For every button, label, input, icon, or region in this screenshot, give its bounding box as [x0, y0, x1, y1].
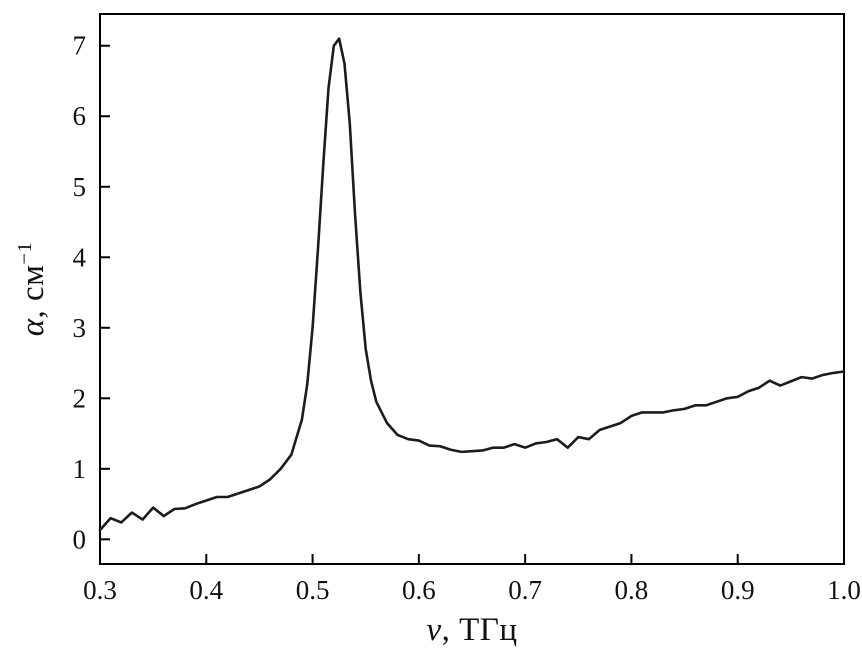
y-tick-label: 7 — [73, 31, 87, 61]
x-tick-label: 0.3 — [83, 575, 117, 605]
y-axis-exponent: −1 — [14, 241, 36, 265]
x-axis-label: ν, ТГц — [426, 612, 517, 649]
x-tick-label: 0.4 — [189, 575, 223, 605]
y-axis-variable: α — [15, 318, 51, 337]
x-tick-label: 0.5 — [296, 575, 330, 605]
y-tick-label: 0 — [73, 524, 87, 554]
x-tick-label: 0.9 — [721, 575, 755, 605]
x-tick-label: 0.8 — [615, 575, 649, 605]
x-tick-label: 0.6 — [402, 575, 436, 605]
x-axis-unit: , ТГц — [441, 612, 518, 648]
y-tick-label: 1 — [73, 454, 87, 484]
y-axis-label: α, см−1 — [14, 242, 52, 337]
spectrum-curve — [98, 37, 846, 532]
x-tick-label: 1.0 — [827, 575, 861, 605]
x-tick-label: 0.7 — [508, 575, 542, 605]
y-tick-label: 5 — [73, 172, 87, 202]
y-tick-label: 2 — [73, 383, 87, 413]
plot-frame — [99, 13, 845, 565]
y-tick-label: 4 — [73, 242, 87, 272]
y-tick-label: 6 — [73, 101, 87, 131]
y-axis-unit: , см — [15, 264, 51, 319]
x-axis-variable: ν — [426, 612, 442, 648]
y-tick-label: 3 — [73, 313, 87, 343]
